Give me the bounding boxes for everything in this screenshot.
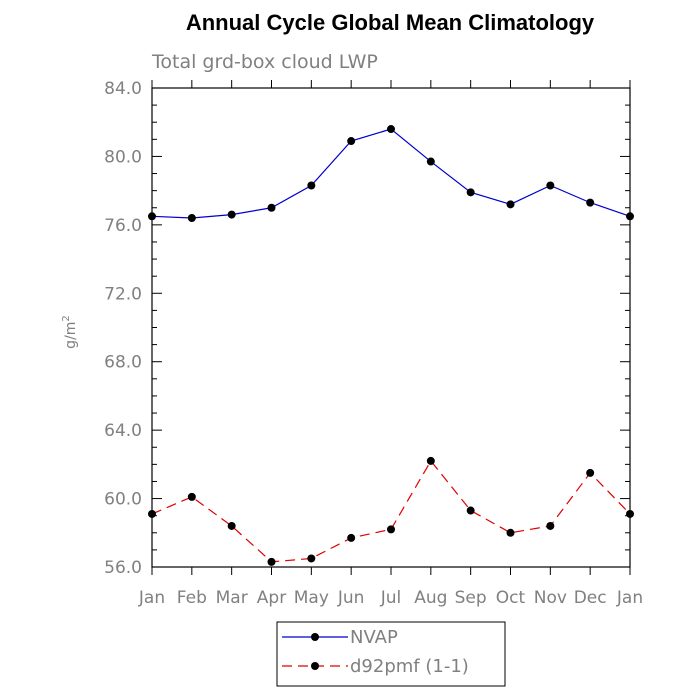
- data-point: [387, 525, 395, 534]
- data-point: [586, 468, 595, 477]
- legend-box: [276, 621, 506, 687]
- data-point: [187, 492, 196, 501]
- x-tick-label: Apr: [257, 588, 286, 608]
- axes: 56.0 60.0 64.0 68.0 72.0 76.0 80.0 84.0 Jan Feb Ma…: [104, 79, 643, 608]
- y-tick-label: 64.0: [104, 421, 142, 441]
- x-tick-label: Sep: [455, 588, 487, 608]
- x-tick-label: Jan: [138, 588, 165, 608]
- y-tick-label: 72.0: [104, 284, 142, 304]
- data-point: [546, 181, 555, 190]
- data-point: [466, 188, 475, 197]
- x-tick-label: Jun: [337, 588, 365, 608]
- y-tick-label: 80.0: [104, 147, 142, 167]
- x-tick-label: Oct: [496, 588, 526, 608]
- data-point: [267, 557, 276, 566]
- y-axis-label: g/m2: [61, 315, 79, 349]
- x-tick-label: Nov: [534, 588, 567, 608]
- chart-title: Annual Cycle Global Mean Climatology: [186, 10, 595, 35]
- data-point: [267, 203, 276, 212]
- x-tick-label: May: [294, 588, 329, 608]
- y-tick-label: 60.0: [104, 490, 142, 510]
- legend-label: NVAP: [350, 627, 398, 648]
- data-point: [227, 210, 236, 219]
- data-point: [347, 137, 356, 146]
- series-line-0: [151, 128, 631, 219]
- data-point: [387, 125, 395, 134]
- y-tick-label: 56.0: [104, 558, 142, 578]
- data-point: [307, 181, 316, 190]
- legend-label: d92pmf (1-1): [350, 656, 469, 677]
- x-tick-label: Jan: [616, 588, 643, 608]
- y-axis-label-superscript: 2: [61, 315, 72, 321]
- data-point: [148, 509, 156, 518]
- data-point: [626, 212, 634, 221]
- data-point: [426, 456, 435, 465]
- x-tick-label: Feb: [177, 588, 207, 608]
- data-point: [307, 554, 316, 563]
- chart-subtitle: Total grd-box cloud LWP: [151, 51, 378, 73]
- y-tick-label: 84.0: [104, 79, 142, 99]
- legend-marker: [311, 633, 319, 641]
- x-tick-label: Dec: [574, 588, 607, 608]
- data-point: [148, 212, 156, 221]
- data-point: [227, 521, 236, 530]
- data-point: [426, 157, 435, 166]
- data-point: [546, 521, 555, 530]
- data-point: [466, 506, 475, 515]
- y-axis-label-main: g/m: [63, 322, 79, 349]
- data-point: [626, 509, 634, 518]
- x-tick-label: Aug: [414, 588, 447, 608]
- y-tick-label: 76.0: [104, 216, 142, 236]
- legend-marker: [311, 662, 319, 670]
- x-tick-label: Jul: [380, 588, 402, 608]
- plot-frame: [151, 87, 631, 568]
- data-point: [506, 200, 515, 209]
- data-point: [506, 528, 515, 537]
- y-tick-label: 68.0: [104, 353, 142, 373]
- x-tick-label: Mar: [216, 588, 248, 608]
- series-layer: [148, 125, 634, 566]
- data-point: [586, 198, 595, 207]
- series-line-1: [151, 459, 631, 563]
- data-point: [347, 533, 356, 542]
- data-point: [187, 214, 196, 223]
- legend: NVAP d92pmf (1-1): [276, 621, 506, 687]
